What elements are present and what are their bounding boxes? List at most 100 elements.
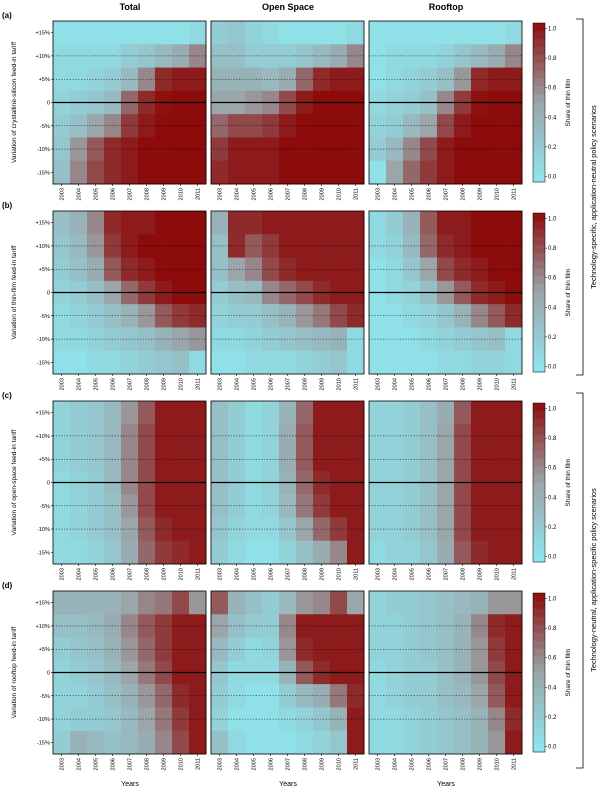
heatmap-cell	[505, 257, 523, 282]
heatmap-cell	[330, 211, 348, 235]
heatmap-cell	[330, 44, 348, 68]
heatmap-cell	[488, 21, 506, 45]
colorbar-2: 1.0 0.8 0.6 0.4 0.2 0.0 Share of thin film	[532, 212, 572, 373]
colorbar-step	[533, 228, 545, 238]
heatmap-cell	[313, 730, 331, 755]
heatmap-cell	[172, 401, 190, 425]
colorbar-step	[533, 364, 545, 373]
heatmap-cell	[53, 160, 71, 185]
heatmap-cell	[121, 350, 139, 375]
heatmap-cell	[437, 401, 455, 425]
y-tick-label: +10%	[36, 624, 50, 630]
heatmap-cell	[471, 494, 489, 518]
x-tick-label: 2009	[478, 568, 484, 580]
heatmap-cell	[471, 684, 489, 708]
heatmap-cell	[296, 730, 314, 755]
colorbar-step	[533, 593, 545, 602]
heatmap-cell	[296, 137, 314, 162]
y-tick-label: +15%	[36, 411, 50, 417]
heatmap-cell	[296, 350, 314, 375]
panel-b-open-space: 2003 2004 2005 2006 2007 2008 2009 2010 2011	[210, 210, 365, 390]
x-tick-label: 2009	[162, 568, 168, 580]
heatmap-cell	[386, 540, 404, 565]
x-tick-label: 2011	[512, 378, 518, 390]
y-tick-label: +10%	[36, 54, 50, 60]
colorbar-step	[533, 292, 545, 301]
heatmap-cell	[228, 730, 246, 755]
heatmap-cell	[471, 447, 489, 472]
heatmap-cell	[121, 211, 139, 235]
heatmap-cell	[313, 327, 331, 352]
heatmap-cell	[296, 257, 314, 282]
panels: 2003 2004 2005 2006 2007 2008 2009 2010 2011 +15%…	[2, 11, 523, 770]
x-tick-label: 2007	[128, 378, 134, 390]
heatmap-cell	[155, 707, 173, 732]
colorbar-step	[533, 102, 545, 111]
colorbar-step	[533, 86, 545, 95]
heatmap-cell	[53, 401, 71, 425]
heatmap-cell	[437, 21, 455, 45]
heatmap-cell	[189, 160, 207, 185]
colorbar-step	[533, 403, 545, 412]
heatmap-cell	[172, 730, 190, 755]
colorbar-step	[533, 664, 545, 673]
heatmap-cell	[505, 160, 523, 185]
heatmap-cell	[189, 730, 207, 755]
heatmap-cell	[138, 67, 156, 92]
heatmap-cell	[87, 401, 105, 425]
colorbar-step	[533, 442, 545, 452]
heatmap-cell	[53, 730, 71, 755]
heatmap-cell	[189, 137, 207, 162]
x-tick-label: 2005	[252, 188, 258, 200]
heatmap-cell	[172, 614, 190, 638]
x-tick-label: 2006	[427, 378, 433, 390]
heatmap-cell	[313, 67, 331, 92]
colorbar-tick-label: 0.2	[548, 335, 557, 341]
heatmap-cell	[313, 517, 331, 542]
colorbar-tick-label: 0.4	[548, 115, 557, 121]
colorbar-step	[533, 78, 545, 87]
heatmap-cell	[172, 447, 190, 472]
panel-a-rooftop: 2003 2004 2005 2006 2007 2008 2009 2010 2011	[368, 20, 523, 200]
heatmap-cell	[330, 327, 348, 352]
heatmap-cell	[330, 424, 348, 448]
heatmap-cell	[471, 707, 489, 732]
y-tick-label: -5%	[40, 694, 50, 700]
heatmap-cell	[138, 707, 156, 732]
colorbar-tick-label: 1.0	[548, 597, 557, 603]
x-tick-label: 2006	[427, 188, 433, 200]
heatmap-cell	[172, 494, 190, 518]
row-label: (a)	[2, 11, 12, 20]
heatmap-cell	[454, 114, 472, 138]
panel-c-open-space: 2003 2004 2005 2006 2007 2008 2009 2010 2011	[210, 400, 365, 580]
heatmap-cell	[211, 160, 229, 185]
heatmap-cell	[189, 540, 207, 565]
colorbar-step	[533, 316, 545, 325]
heatmap-cell	[121, 591, 139, 615]
colorbar-step	[533, 260, 545, 270]
heatmap-cell	[296, 67, 314, 92]
colorbar-tick-label: 0.6	[548, 466, 557, 472]
x-tick-label: 2008	[303, 758, 309, 770]
heatmap-cell	[488, 160, 506, 185]
heatmap-cell	[386, 21, 404, 45]
heatmap-cell	[155, 540, 173, 565]
heatmap-cell	[138, 540, 156, 565]
heatmap-cell	[155, 21, 173, 45]
colorbar-step	[533, 434, 545, 444]
heatmap-cell	[437, 211, 455, 235]
x-tick-label: 2008	[303, 568, 309, 580]
heatmap-cell	[155, 304, 173, 328]
heatmap-cell	[70, 730, 88, 755]
heatmap-cell	[228, 350, 246, 375]
x-tick-label: 2007	[286, 568, 292, 580]
heatmap-cell	[369, 160, 387, 185]
heatmap-cell	[228, 211, 246, 235]
heatmap-cell	[313, 494, 331, 518]
heatmap-cell	[505, 211, 523, 235]
heatmap-cell	[330, 160, 348, 185]
heatmap-cell	[172, 257, 190, 282]
heatmap-cell	[347, 540, 365, 565]
heatmap-cell	[403, 591, 421, 615]
heatmap-cell	[296, 304, 314, 328]
